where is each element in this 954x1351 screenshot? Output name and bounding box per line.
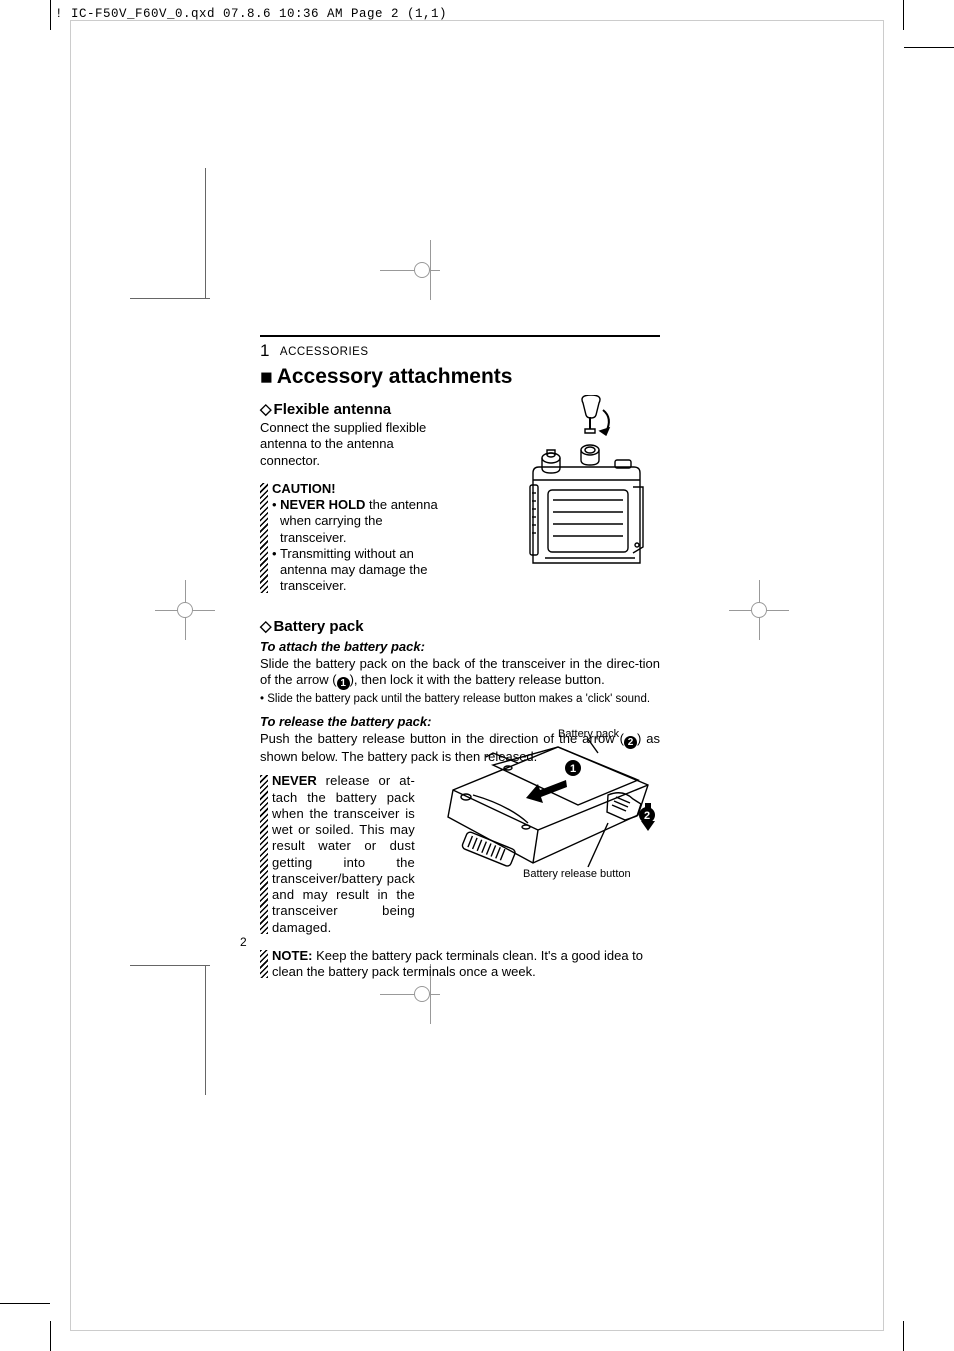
- guide-h: [130, 298, 210, 299]
- guide-v: [205, 965, 206, 1095]
- hatch-bar: [260, 950, 268, 979]
- diamond-icon: ◇: [260, 618, 272, 635]
- crop-mark: [50, 0, 51, 30]
- diamond-icon: ◇: [260, 401, 272, 418]
- crop-mark: [50, 1321, 51, 1351]
- attach-title: To attach the battery pack:: [260, 639, 660, 654]
- section-title: ■Accessory attachments: [260, 365, 660, 390]
- never-block: NEVER release or at-tach the battery pac…: [260, 773, 415, 936]
- crop-mark: [903, 0, 904, 30]
- subsection-battery-pack: ◇Battery pack: [260, 617, 660, 635]
- label-release-button: Battery release button: [523, 868, 631, 880]
- chapter-label: ACCESSORIES: [280, 346, 369, 358]
- hatch-bar: [260, 775, 268, 934]
- step-1-icon: 1: [337, 677, 350, 690]
- svg-text:2: 2: [644, 810, 650, 822]
- svg-text:1: 1: [570, 763, 576, 775]
- caution-bullet-1: • NEVER HOLD the antenna when carrying t…: [272, 497, 445, 546]
- section-rule: [260, 335, 660, 337]
- attach-bullet: • Slide the battery pack until the batte…: [260, 692, 660, 706]
- chapter-number: 1: [260, 341, 269, 360]
- battery-illustration: 1 2: [438, 735, 663, 880]
- caution-bullet-2: • Transmitting without an antenna may da…: [272, 546, 445, 595]
- crop-mark: [903, 1321, 904, 1351]
- attach-text: Slide the battery pack on the back of th…: [260, 656, 660, 690]
- crop-mark: [904, 47, 954, 48]
- caution-title: CAUTION!: [272, 481, 336, 496]
- hatch-bar: [260, 483, 268, 593]
- file-header: ! IC-F50V_F60V_0.qxd 07.8.6 10:36 AM Pag…: [55, 7, 447, 21]
- guide-h: [130, 965, 210, 966]
- never-bold: NEVER: [272, 773, 317, 788]
- page-number: 2: [240, 935, 247, 949]
- chapter-line: 1 ACCESSORIES: [260, 341, 660, 361]
- square-bullet: ■: [260, 366, 273, 389]
- antenna-text: Connect the supplied flexible antenna to…: [260, 420, 445, 469]
- release-title: To release the battery pack:: [260, 714, 660, 729]
- caution-block: CAUTION! • NEVER HOLD the antenna when c…: [260, 481, 445, 595]
- label-battery-pack: Battery pack: [558, 728, 619, 740]
- guide-v: [205, 168, 206, 298]
- note-block: NOTE: Keep the battery pack terminals cl…: [260, 948, 660, 981]
- registration-mark-top: [430, 240, 490, 300]
- crop-mark: [0, 1303, 50, 1304]
- note-bold: NOTE:: [272, 948, 312, 963]
- antenna-illustration: [515, 395, 665, 570]
